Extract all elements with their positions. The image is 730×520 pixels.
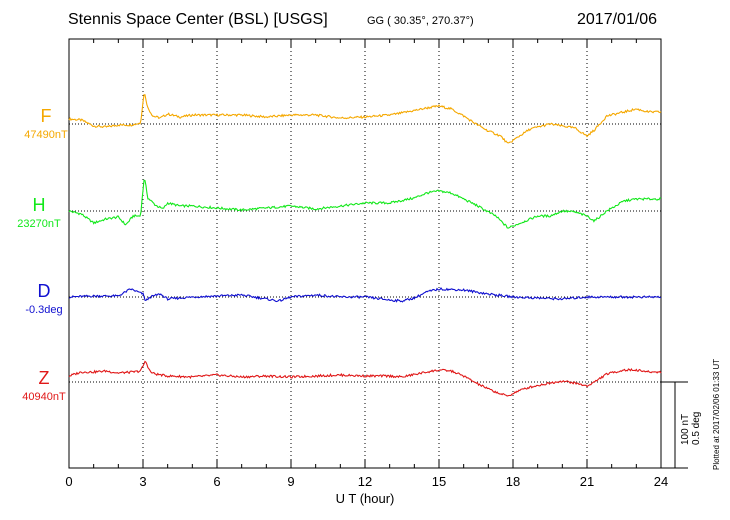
component-name-z: Z [38, 368, 50, 388]
series-line-h [68, 179, 662, 229]
series-line-z [68, 360, 662, 397]
baseline-value-f: 47490nT [24, 129, 68, 141]
component-label-f: F 47490nT [14, 106, 78, 141]
component-label-h: H 23270nT [6, 195, 72, 230]
x-tick-label: 15 [432, 474, 446, 489]
component-name-f: F [40, 106, 52, 126]
coordinates-label: GG ( 30.35°, 270.37°) [367, 15, 474, 27]
component-name-d: D [37, 281, 51, 301]
station-title: Stennis Space Center (BSL) [USGS] [68, 11, 328, 28]
series-line-d [68, 287, 662, 303]
x-axis-label: U T (hour) [336, 491, 395, 506]
baseline-value-d: -0.3deg [25, 304, 63, 316]
date-label: 2017/01/06 [577, 11, 658, 28]
scale-deg: 0.5 deg [691, 411, 702, 445]
component-label-d: D -0.3deg [14, 281, 74, 316]
x-tick-label: 12 [358, 474, 372, 489]
x-tick-label: 21 [580, 474, 594, 489]
x-tick-label: 24 [654, 474, 668, 489]
x-tick-label: 9 [287, 474, 294, 489]
x-tick-label: 3 [139, 474, 146, 489]
x-tick-label: 6 [213, 474, 220, 489]
component-label-z: Z 40940nT [10, 368, 78, 403]
x-tick-label: 0 [65, 474, 72, 489]
x-tick-label: 18 [506, 474, 520, 489]
scale-bar-label: 100 nT 0.5 deg [680, 412, 702, 445]
baseline-value-z: 40940nT [22, 391, 66, 403]
series-line-f [68, 94, 662, 144]
baseline-value-h: 23270nT [17, 218, 61, 230]
scale-nt: 100 nT [680, 413, 691, 445]
component-name-h: H [32, 195, 46, 215]
plotted-timestamp: Plotted at 2017/02/06 01:33 UT [712, 358, 721, 470]
